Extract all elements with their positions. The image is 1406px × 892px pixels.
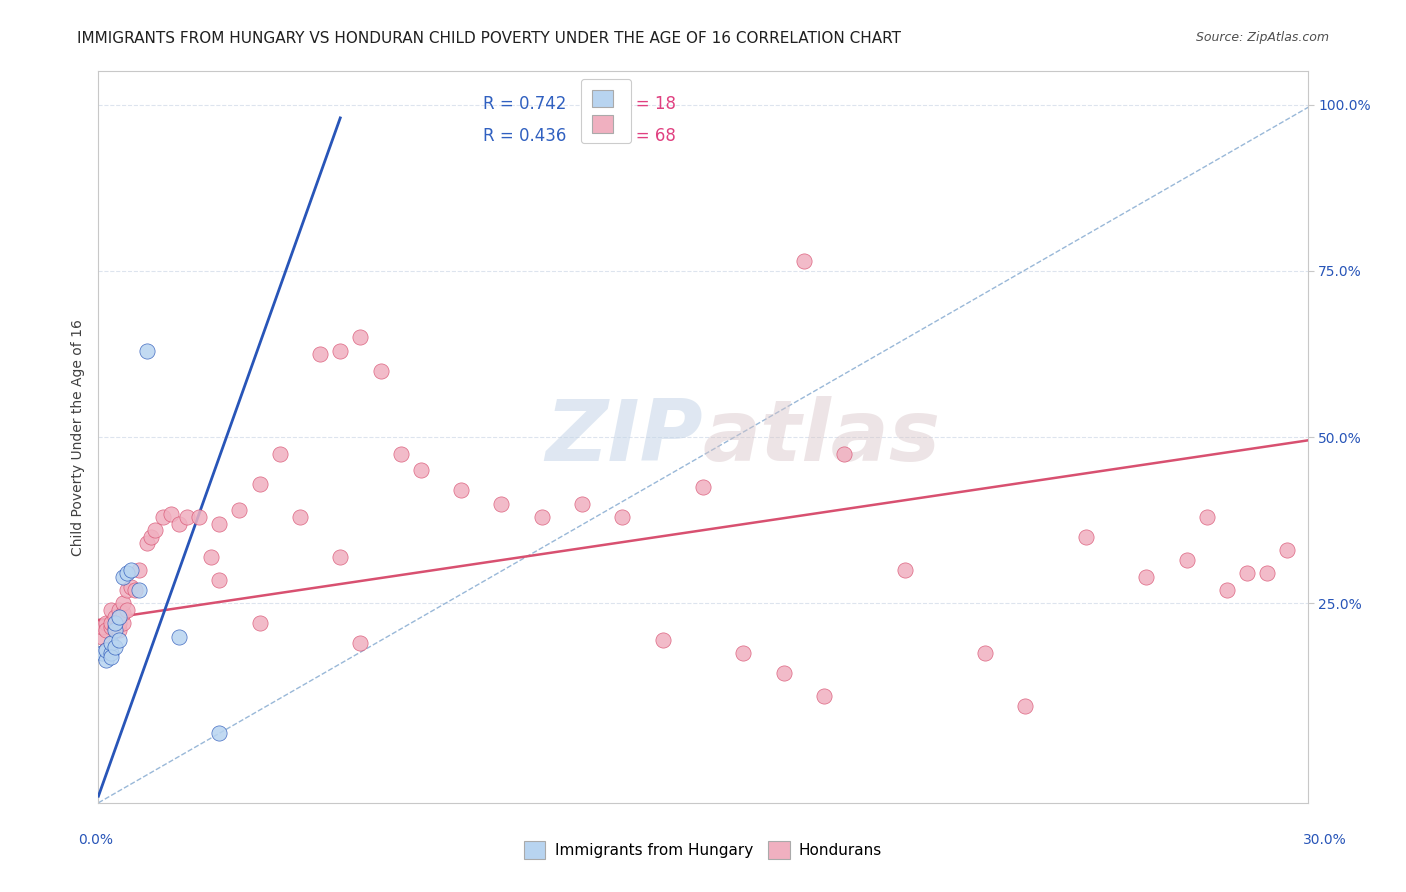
- Point: [176, 509, 198, 524]
- Text: R = 0.436: R = 0.436: [482, 127, 567, 145]
- Point: [208, 573, 231, 587]
- Point: [249, 476, 271, 491]
- Point: [733, 646, 755, 660]
- Point: [893, 563, 915, 577]
- Point: [115, 603, 138, 617]
- Point: [128, 563, 150, 577]
- Point: [91, 630, 114, 644]
- Point: [188, 509, 211, 524]
- Point: [107, 609, 129, 624]
- Point: [120, 580, 142, 594]
- Point: [96, 643, 118, 657]
- Point: [349, 636, 371, 650]
- Point: [1256, 566, 1278, 581]
- Point: [1135, 570, 1157, 584]
- Point: [249, 616, 271, 631]
- Point: [450, 483, 472, 498]
- Point: [309, 347, 332, 361]
- Point: [103, 616, 125, 631]
- Text: ZIP: ZIP: [546, 395, 703, 479]
- Point: [100, 636, 122, 650]
- Point: [128, 582, 150, 597]
- Point: [167, 516, 190, 531]
- Point: [103, 623, 125, 637]
- Text: R = 0.742: R = 0.742: [482, 95, 567, 113]
- Point: [329, 549, 352, 564]
- Point: [115, 566, 138, 581]
- Point: [1014, 699, 1036, 714]
- Point: [103, 609, 125, 624]
- Point: [124, 582, 146, 597]
- Point: [100, 649, 122, 664]
- Point: [152, 509, 174, 524]
- Point: [107, 616, 129, 631]
- Point: [1195, 509, 1218, 524]
- Point: [1216, 582, 1239, 597]
- Point: [115, 582, 138, 597]
- Text: 0.0%: 0.0%: [79, 833, 112, 847]
- Point: [120, 563, 142, 577]
- Point: [107, 623, 129, 637]
- Point: [208, 516, 231, 531]
- Point: [107, 603, 129, 617]
- Point: [974, 646, 997, 660]
- Point: [100, 603, 122, 617]
- Point: [1175, 553, 1198, 567]
- Point: [96, 623, 118, 637]
- Text: Source: ZipAtlas.com: Source: ZipAtlas.com: [1195, 31, 1329, 45]
- Point: [111, 570, 134, 584]
- Point: [813, 690, 835, 704]
- Legend: Immigrants from Hungary, Hondurans: Immigrants from Hungary, Hondurans: [517, 835, 889, 864]
- Text: 30.0%: 30.0%: [1302, 833, 1347, 847]
- Point: [135, 343, 157, 358]
- Point: [107, 632, 129, 647]
- Y-axis label: Child Poverty Under the Age of 16: Child Poverty Under the Age of 16: [70, 318, 84, 556]
- Text: N = 68: N = 68: [619, 127, 676, 145]
- Point: [100, 616, 122, 631]
- Point: [612, 509, 634, 524]
- Point: [772, 666, 794, 681]
- Point: [200, 549, 222, 564]
- Point: [100, 619, 122, 633]
- Point: [329, 343, 352, 358]
- Point: [269, 447, 291, 461]
- Point: [692, 480, 714, 494]
- Point: [228, 503, 250, 517]
- Point: [91, 619, 114, 633]
- Point: [111, 607, 134, 621]
- Point: [139, 530, 162, 544]
- Point: [100, 646, 122, 660]
- Point: [288, 509, 311, 524]
- Point: [651, 632, 673, 647]
- Point: [1236, 566, 1258, 581]
- Point: [832, 447, 855, 461]
- Point: [143, 523, 166, 537]
- Point: [409, 463, 432, 477]
- Point: [160, 507, 183, 521]
- Point: [103, 619, 125, 633]
- Point: [530, 509, 553, 524]
- Point: [389, 447, 412, 461]
- Point: [96, 653, 118, 667]
- Point: [1277, 543, 1299, 558]
- Point: [91, 646, 114, 660]
- Point: [167, 630, 190, 644]
- Point: [571, 497, 593, 511]
- Text: IMMIGRANTS FROM HUNGARY VS HONDURAN CHILD POVERTY UNDER THE AGE OF 16 CORRELATIO: IMMIGRANTS FROM HUNGARY VS HONDURAN CHIL…: [77, 31, 901, 46]
- Point: [370, 363, 392, 377]
- Point: [208, 726, 231, 740]
- Point: [135, 536, 157, 550]
- Text: atlas: atlas: [703, 395, 941, 479]
- Point: [96, 643, 118, 657]
- Point: [111, 596, 134, 610]
- Point: [96, 616, 118, 631]
- Point: [111, 616, 134, 631]
- Point: [793, 253, 815, 268]
- Point: [491, 497, 513, 511]
- Point: [1074, 530, 1097, 544]
- Text: N = 18: N = 18: [619, 95, 676, 113]
- Point: [103, 640, 125, 654]
- Point: [349, 330, 371, 344]
